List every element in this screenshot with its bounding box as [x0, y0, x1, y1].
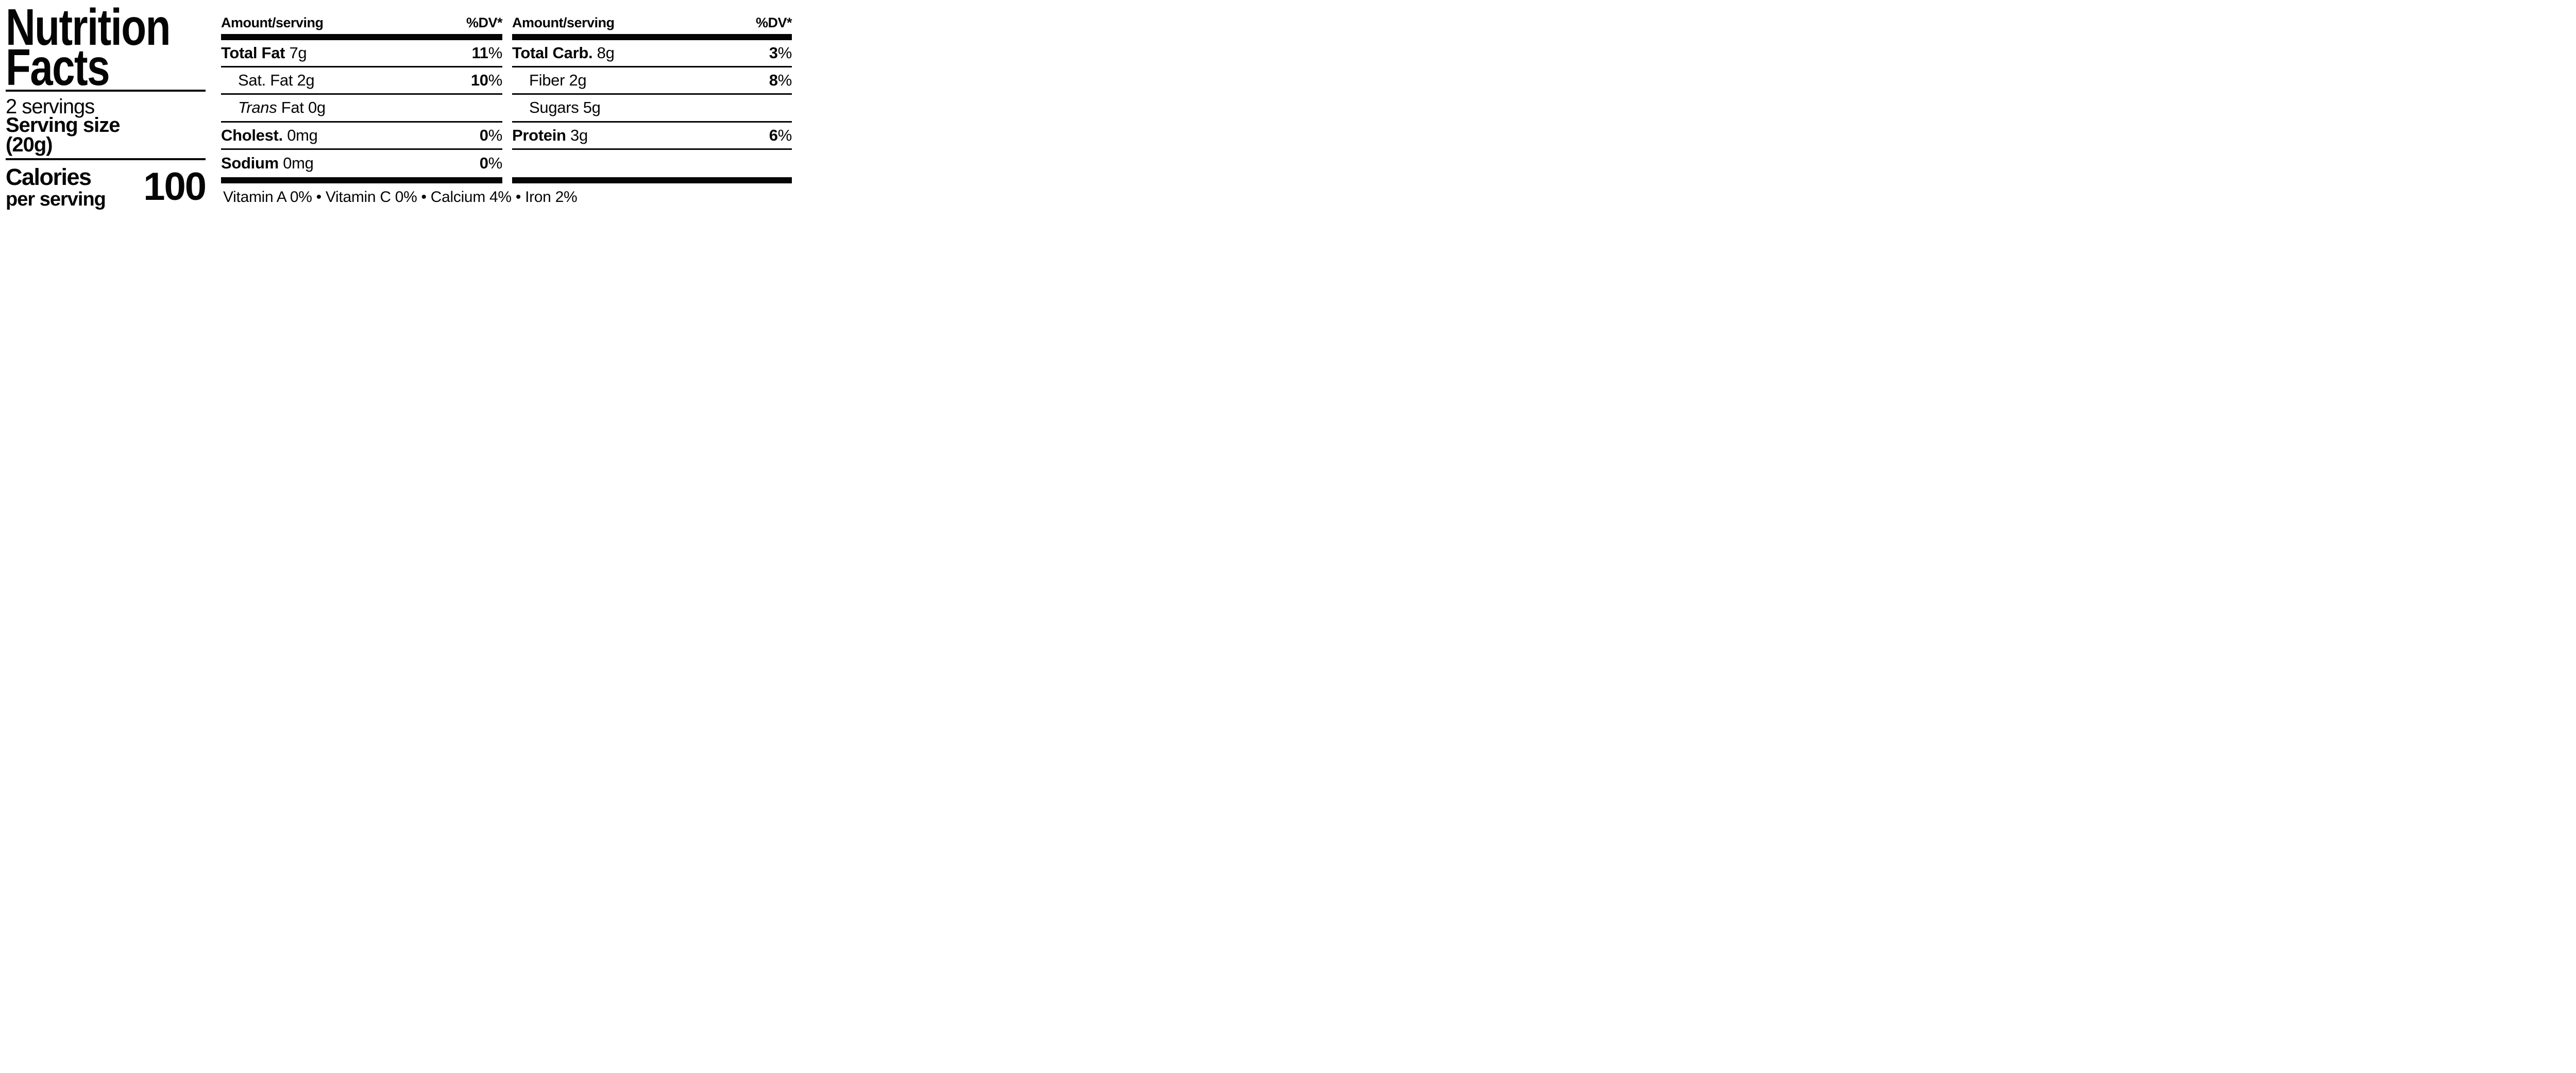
row-fiber: Fiber 2g 8%: [512, 67, 792, 95]
amount-serving-header: Amount/serving: [512, 15, 615, 30]
servings-count: 2 servings: [6, 95, 95, 118]
nutrient-column-fat-sodium: Amount/serving %DV* Total Fat 7g 11% Sat…: [221, 0, 503, 215]
nutrient-dv: 3%: [769, 44, 792, 62]
header-bar: [221, 34, 502, 40]
column-header: Amount/serving %DV*: [512, 11, 792, 31]
nutrient-name: Sugars 5g: [529, 98, 601, 117]
nutrient-name: Total Carb. 8g: [512, 44, 615, 62]
nutrient-name: Sat. Fat 2g: [238, 71, 315, 90]
amount-serving-header: Amount/serving: [221, 15, 324, 30]
nutrient-name: Trans Fat 0g: [238, 98, 326, 117]
row-total-fat: Total Fat 7g 11%: [221, 40, 503, 68]
column-header: Amount/serving %DV*: [221, 11, 503, 31]
nutrient-column-carb-protein: Amount/serving %DV* Total Carb. 8g 3% Fi…: [512, 0, 792, 215]
nutrient-dv: 0%: [479, 126, 503, 144]
row-trans-fat: Trans Fat 0g: [221, 95, 502, 123]
nutrient-dv: 10%: [470, 71, 502, 90]
row-sugars: Sugars 5g: [512, 95, 792, 123]
calories-labels: Calories per serving: [6, 165, 106, 210]
nutrient-name: Fiber 2g: [529, 71, 587, 90]
vitamins-footnote: Vitamin A 0% • Vitamin C 0% • Calcium 4%…: [223, 189, 578, 206]
title-divider: [6, 90, 206, 92]
label-title: Nutrition Facts: [6, 2, 236, 93]
nutrient-name: Protein 3g: [512, 126, 588, 144]
nutrient-rows: Total Carb. 8g 3% Fiber 2g 8% Sugars 5g …: [512, 40, 792, 150]
row-cholesterol: Cholest. 0mg 0%: [221, 123, 502, 150]
calories-row: Calories per serving 100: [6, 163, 207, 211]
nutrient-rows: Total Fat 7g 11% Sat. Fat 2g 10% Trans F…: [221, 40, 502, 177]
nutrient-dv: 6%: [769, 126, 792, 144]
header-bar: [512, 34, 792, 40]
serving-size-label: Serving size: [6, 114, 120, 137]
calories-sublabel: per serving: [6, 188, 106, 210]
dv-header: %DV*: [466, 15, 503, 30]
column-end-bar: [512, 177, 792, 183]
row-total-carb: Total Carb. 8g 3%: [512, 40, 792, 68]
row-protein: Protein 3g 6%: [512, 123, 792, 150]
nutrient-name: Sodium 0mg: [221, 154, 314, 173]
dv-header: %DV*: [755, 15, 792, 30]
nutrition-facts-label: Nutrition Facts 2 servings Serving size …: [0, 0, 799, 215]
row-sat-fat: Sat. Fat 2g 10%: [221, 67, 502, 95]
label-left-panel: Nutrition Facts 2 servings Serving size …: [6, 0, 211, 215]
calories-label: Calories: [6, 163, 92, 190]
nutrient-dv: 0%: [479, 154, 503, 173]
calories-value: 100: [143, 165, 207, 209]
title-line2: Facts: [6, 39, 110, 96]
nutrient-name: Total Fat 7g: [221, 44, 307, 62]
serving-size-value: (20g): [6, 133, 53, 156]
serving-divider: [6, 158, 206, 160]
row-sodium: Sodium 0mg 0%: [221, 150, 502, 177]
nutrient-name: Cholest. 0mg: [221, 126, 318, 144]
column-end-bar: [221, 177, 502, 183]
nutrient-dv: 11%: [471, 44, 503, 62]
title-line1: Nutrition: [6, 0, 171, 56]
nutrient-dv: 8%: [769, 71, 792, 90]
